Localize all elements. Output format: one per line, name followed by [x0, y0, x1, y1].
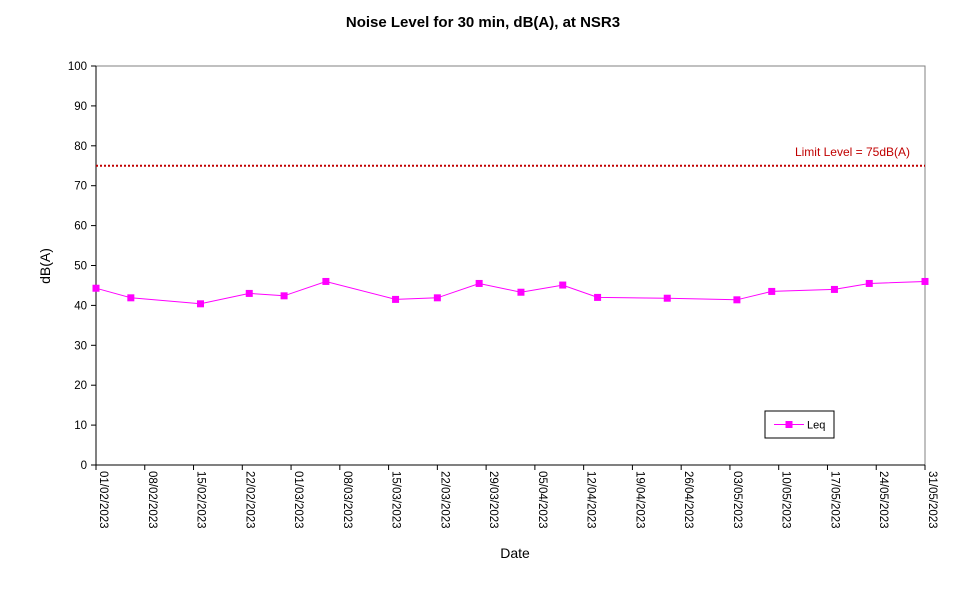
x-tick-label: 03/05/2023 [731, 471, 743, 529]
data-point-leq [733, 296, 741, 304]
x-tick-label: 15/03/2023 [390, 471, 402, 529]
x-tick-label: 29/03/2023 [487, 471, 499, 529]
x-tick-label: 01/03/2023 [292, 471, 304, 529]
x-tick-label: 31/05/2023 [926, 471, 938, 529]
data-point-leq [559, 281, 567, 289]
y-tick-label: 50 [74, 261, 87, 273]
y-tick-label: 60 [74, 221, 87, 233]
data-point-leq [322, 277, 330, 285]
y-tick-label: 80 [74, 141, 87, 153]
series-line-leq [95, 280, 926, 305]
data-point-leq [517, 288, 525, 296]
data-point-leq [392, 295, 400, 303]
data-point-leq [594, 293, 602, 301]
chart-title: Noise Level for 30 min, dB(A), at NSR3 [346, 14, 620, 31]
data-point-leq [830, 285, 838, 293]
y-tick-label: 90 [74, 101, 87, 113]
data-point-leq [921, 277, 929, 285]
x-tick-label: 12/04/2023 [585, 471, 597, 529]
x-tick-label: 22/03/2023 [438, 471, 450, 529]
y-tick-label: 40 [74, 300, 87, 312]
x-tick-label: 08/03/2023 [341, 471, 353, 529]
data-point-leq [196, 300, 204, 308]
x-axis-title: Date [500, 545, 530, 561]
x-tick-label: 24/05/2023 [877, 471, 889, 529]
y-tick-label: 30 [74, 340, 87, 352]
y-tick-label: 20 [74, 380, 87, 392]
data-point-leq [127, 294, 135, 302]
x-tick-label: 08/02/2023 [146, 471, 158, 529]
data-point-leq [92, 284, 100, 292]
data-point-leq [663, 294, 671, 302]
x-tick-label: 10/05/2023 [780, 471, 792, 529]
x-tick-label: 26/04/2023 [682, 471, 694, 529]
plot-frame [95, 65, 926, 466]
data-point-leq [433, 294, 441, 302]
x-tick-label: 05/04/2023 [536, 471, 548, 529]
y-axis-title: dB(A) [37, 248, 53, 284]
y-tick-label: 0 [81, 460, 87, 472]
legend-marker-leq [785, 421, 793, 428]
data-point-leq [475, 279, 483, 287]
y-tick-label: 10 [74, 420, 87, 432]
plot-area: 0 10 20 30 40 50 60 70 80 90 100 01/02/2023 08/02/20… [68, 61, 938, 529]
x-tick-label: 15/02/2023 [195, 471, 207, 529]
limit-label: Limit Level = 75dB(A) [795, 145, 910, 159]
x-tick-label: 22/02/2023 [243, 471, 255, 529]
legend-label-leq: Leq [807, 420, 825, 432]
data-point-leq [768, 287, 776, 295]
x-tick-label: 19/04/2023 [633, 471, 645, 529]
data-point-leq [280, 292, 288, 300]
x-tick-label: 01/02/2023 [97, 471, 109, 529]
data-point-leq [245, 289, 253, 297]
data-point-leq [865, 279, 873, 287]
y-tick-label: 70 [74, 181, 87, 193]
x-tick-label: 17/05/2023 [828, 471, 840, 529]
y-tick-label: 100 [68, 61, 87, 73]
